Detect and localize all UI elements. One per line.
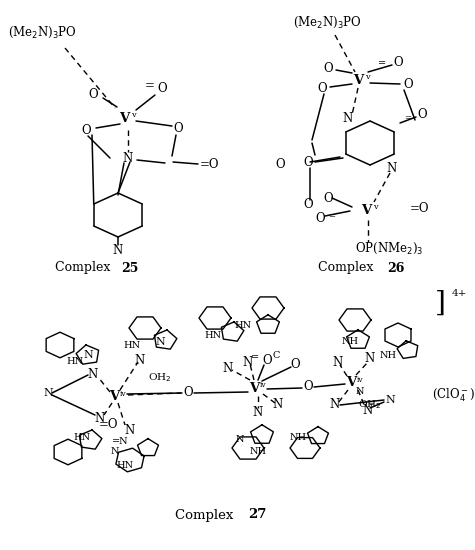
Text: V: V <box>361 204 371 217</box>
Text: N: N <box>83 350 93 360</box>
Text: =: = <box>329 212 335 220</box>
Text: N: N <box>356 388 364 397</box>
Text: OP(NMe$_2$)$_3$: OP(NMe$_2$)$_3$ <box>355 240 423 256</box>
Text: (ClO$_4^-$)$_4$: (ClO$_4^-$)$_4$ <box>432 386 475 404</box>
Text: O: O <box>183 387 193 399</box>
Text: =O: =O <box>98 419 118 432</box>
Text: NH: NH <box>380 350 397 360</box>
Text: O: O <box>303 199 313 212</box>
Text: HN: HN <box>124 340 141 349</box>
Text: N: N <box>43 388 53 398</box>
Text: ]: ] <box>435 289 446 316</box>
Text: N: N <box>343 112 353 124</box>
Text: O: O <box>303 381 313 393</box>
Text: N: N <box>113 244 123 256</box>
Text: V: V <box>249 382 259 394</box>
Text: Complex: Complex <box>55 261 114 274</box>
Text: 27: 27 <box>248 509 266 521</box>
Text: O: O <box>262 354 272 366</box>
Text: O: O <box>173 122 183 135</box>
Text: v: v <box>131 111 135 119</box>
Text: O: O <box>323 191 333 205</box>
Text: iv: iv <box>357 376 363 384</box>
Text: HN: HN <box>66 358 84 366</box>
Text: N: N <box>135 354 145 366</box>
Text: OH$_2$: OH$_2$ <box>148 372 171 384</box>
Text: N: N <box>253 405 263 419</box>
Text: O: O <box>290 359 300 371</box>
Text: O: O <box>157 81 167 95</box>
Text: O: O <box>81 124 91 136</box>
Text: NH: NH <box>342 338 359 346</box>
Text: =O: =O <box>200 158 219 172</box>
Text: v: v <box>365 73 370 81</box>
Text: N: N <box>385 395 395 405</box>
Text: 26: 26 <box>387 261 404 274</box>
Text: =N: =N <box>112 437 128 447</box>
Text: N: N <box>273 399 283 411</box>
Text: HN: HN <box>204 331 221 339</box>
Text: HN: HN <box>235 321 252 329</box>
Text: HN: HN <box>116 460 133 470</box>
Text: (Me$_2$N)$_3$PO: (Me$_2$N)$_3$PO <box>293 14 362 30</box>
Text: HN: HN <box>74 433 91 443</box>
Text: O: O <box>88 89 98 102</box>
Text: (Me$_2$N)$_3$PO: (Me$_2$N)$_3$PO <box>8 24 77 40</box>
Text: O: O <box>417 108 427 122</box>
Text: N: N <box>95 411 105 425</box>
Text: O: O <box>275 158 285 172</box>
Text: iv: iv <box>120 390 126 398</box>
Text: =O: =O <box>410 201 429 214</box>
Text: O: O <box>393 56 403 69</box>
Text: N: N <box>125 424 135 437</box>
Text: N: N <box>365 351 375 365</box>
Text: NH: NH <box>289 433 306 443</box>
Text: N: N <box>333 356 343 370</box>
Text: v: v <box>372 203 377 211</box>
Text: 4+: 4+ <box>452 289 467 298</box>
Text: OH$_2$: OH$_2$ <box>358 399 381 411</box>
Text: N: N <box>111 448 119 456</box>
Text: N: N <box>387 162 397 174</box>
Text: O: O <box>317 81 327 95</box>
Text: =: = <box>378 59 386 69</box>
Text: NH: NH <box>249 448 266 456</box>
Text: N: N <box>236 436 244 444</box>
Text: N: N <box>243 355 253 368</box>
Text: N: N <box>223 361 233 375</box>
Text: V: V <box>346 377 356 389</box>
Text: Complex: Complex <box>318 261 377 274</box>
Text: O: O <box>403 79 413 91</box>
Text: =: = <box>145 80 155 92</box>
Text: O: O <box>315 212 325 224</box>
Text: C: C <box>272 350 280 360</box>
Text: N: N <box>123 151 133 164</box>
Text: =: = <box>251 354 259 362</box>
Text: O: O <box>323 62 333 74</box>
Text: V: V <box>119 112 129 124</box>
Text: V: V <box>353 74 363 86</box>
Text: N: N <box>155 337 165 347</box>
Text: O: O <box>303 156 313 168</box>
Text: N: N <box>330 399 340 411</box>
Text: =: = <box>405 114 411 122</box>
Text: V: V <box>109 390 119 404</box>
Text: Complex: Complex <box>175 509 238 521</box>
Text: N: N <box>88 368 98 382</box>
Text: 25: 25 <box>121 261 138 274</box>
Text: N: N <box>363 404 373 416</box>
Text: iv: iv <box>260 381 266 389</box>
